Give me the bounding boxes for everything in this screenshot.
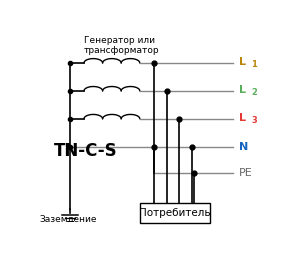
Text: Генератор или
трансформатор: Генератор или трансформатор (84, 36, 160, 55)
Text: L: L (238, 113, 246, 123)
Text: 1: 1 (251, 61, 257, 69)
Text: 2: 2 (251, 88, 257, 97)
Text: PE: PE (238, 168, 252, 178)
Text: L: L (238, 57, 246, 67)
Text: Потребитель: Потребитель (139, 207, 211, 218)
Text: 3: 3 (251, 116, 257, 125)
Text: L: L (238, 85, 246, 95)
Text: TN-C-S: TN-C-S (54, 142, 117, 160)
Bar (140, 203, 210, 222)
Text: Заземление: Заземление (40, 215, 97, 224)
Text: N: N (238, 142, 248, 152)
